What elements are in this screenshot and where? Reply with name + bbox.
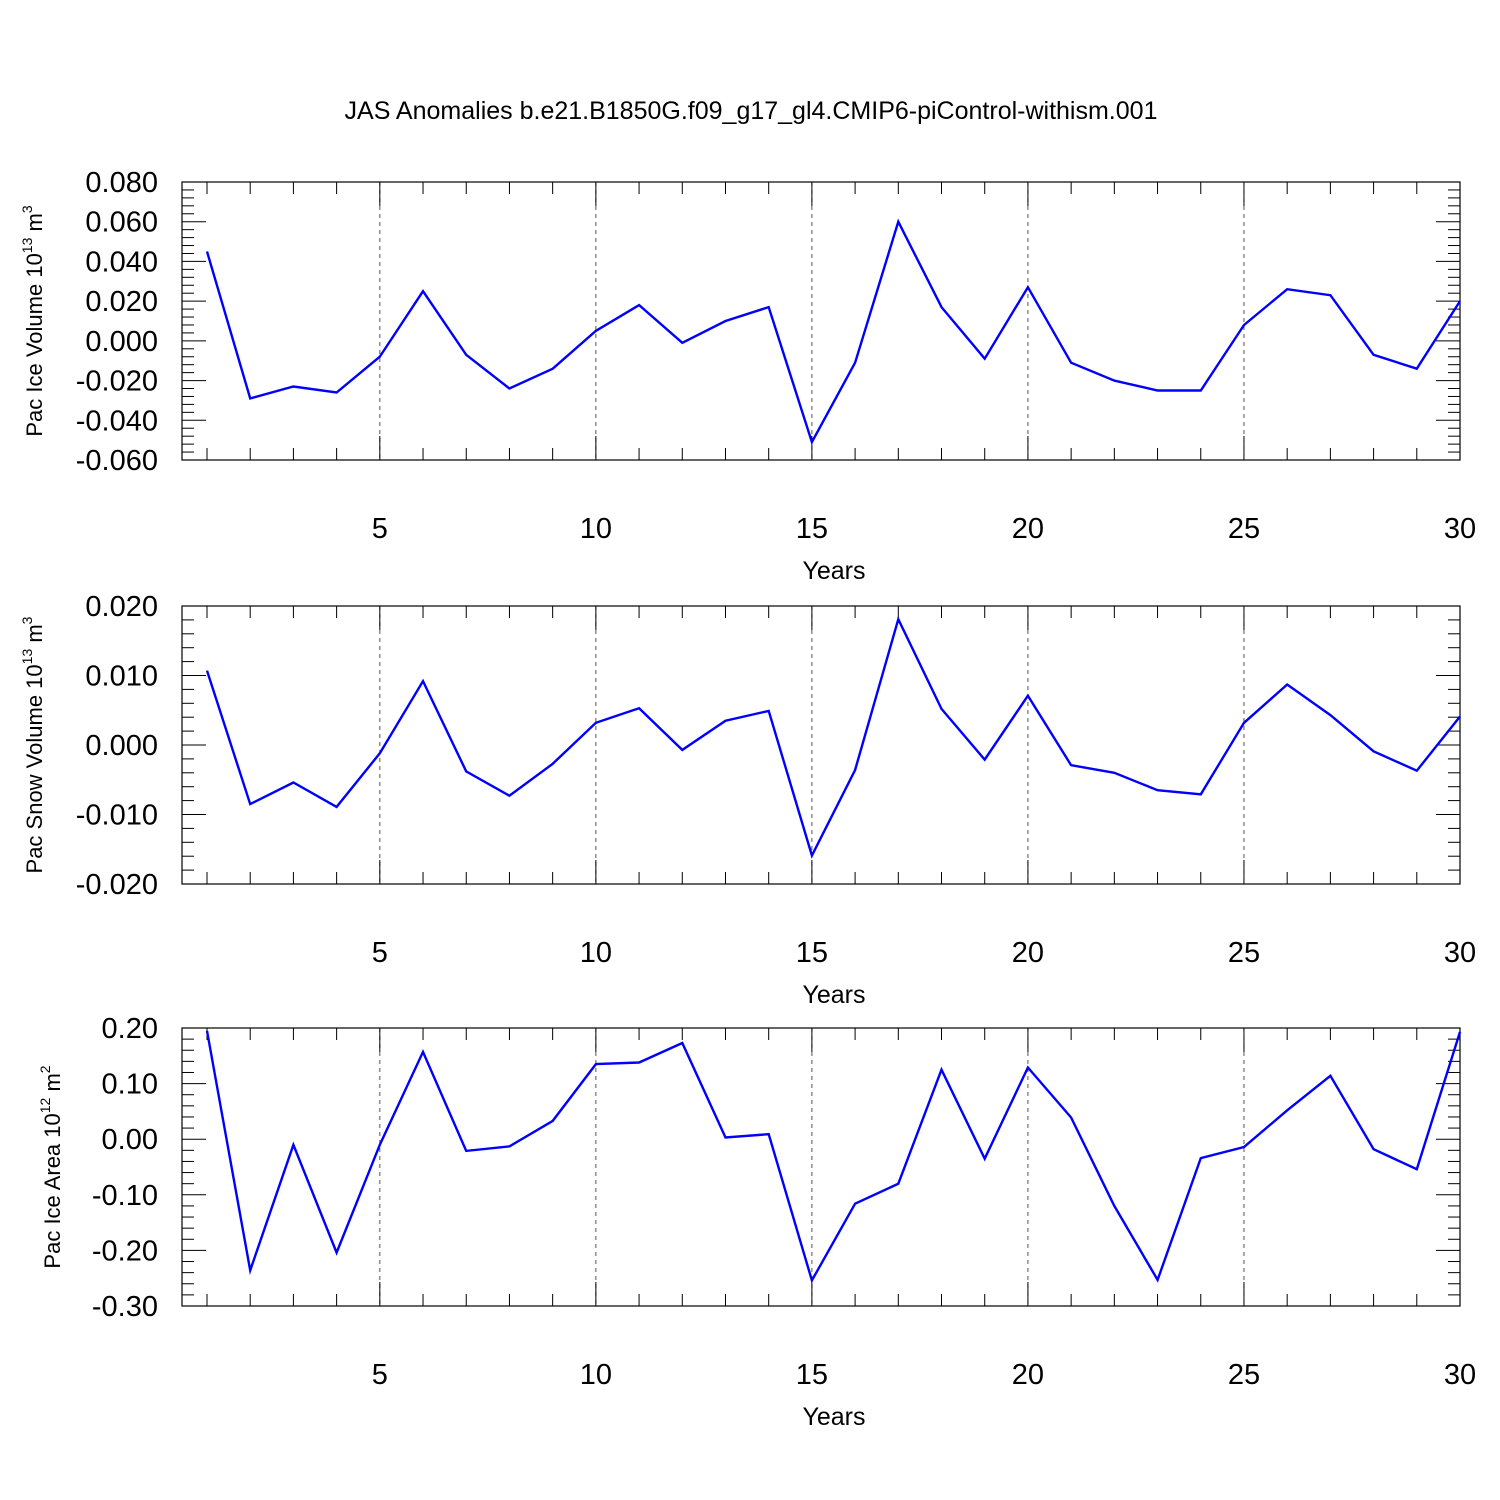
y-tick-label: 0.000 [85,730,158,762]
y-tick-label: 0.10 [102,1069,158,1101]
x-tick-label: 5 [372,513,388,545]
y-axis-label: Pac Ice Volume 1013 m3 [19,205,47,436]
y-axis-label: Pac Snow Volume 1013 m3 [19,616,47,873]
panel-2: 5 10 15 20 25 30 Years -0.020 -0.010 0.000 0.010 0.… [19,591,1476,1009]
y-tick-label: -0.060 [76,445,158,477]
x-tick-label: 20 [1012,1359,1044,1391]
y-tick-label: 0.00 [102,1124,158,1156]
y-tick-label: 0.080 [85,167,158,199]
x-tick-label: 10 [580,937,612,969]
x-tick-label: 30 [1444,937,1476,969]
panel-1: 5 10 15 20 25 30 Years -0.060 -0.040 -0.020 0.000 0… [19,167,1476,585]
x-tick-label: 25 [1228,937,1260,969]
plot-frame [181,1027,1461,1307]
x-tick-label: 10 [580,1359,612,1391]
plot-frame [181,605,1461,885]
plot-frame [181,181,1461,461]
series-line [205,615,1461,859]
y-tick-label: 0.010 [85,661,158,693]
x-tick-label: 15 [796,513,828,545]
y-tick-label: 0.000 [85,326,158,358]
y-tick-label: 0.020 [85,591,158,623]
y-tick-label: -0.20 [92,1235,158,1267]
y-tick-label: -0.010 [76,800,158,832]
x-tick-label: 25 [1228,513,1260,545]
x-tick-label: 25 [1228,1359,1260,1391]
y-axis-label: Pac Ice Area 1012 m2 [37,1065,65,1268]
x-tick-label: 15 [796,1359,828,1391]
x-axis-label: Years [802,981,865,1009]
y-tick-label: -0.30 [92,1291,158,1323]
x-tick-label: 20 [1012,937,1044,969]
x-tick-label: 5 [372,1359,388,1391]
series-line [205,1030,1462,1284]
figure-title: JAS Anomalies b.e21.B1850G.f09_g17_gl4.C… [345,97,1158,125]
panel-3: 5 10 15 20 25 30 Years -0.30 -0.20 -0.10 0.00 0.10 0… [37,1013,1476,1431]
x-tick-label: 15 [796,937,828,969]
x-tick-label: 20 [1012,513,1044,545]
x-tick-label: 10 [580,513,612,545]
y-tick-label: -0.020 [76,869,158,901]
x-tick-label: 30 [1444,513,1476,545]
y-tick-label: -0.040 [76,405,158,437]
y-tick-label: -0.020 [76,366,158,398]
y-tick-label: -0.10 [92,1180,158,1212]
x-tick-label: 30 [1444,1359,1476,1391]
y-tick-label: 0.020 [85,286,158,318]
x-axis-label: Years [802,1403,865,1431]
y-tick-label: 0.040 [85,246,158,278]
x-axis-label: Years [802,557,865,585]
y-tick-label: 0.060 [85,207,158,239]
series-line [205,218,1462,446]
y-tick-label: 0.20 [102,1013,158,1045]
x-tick-label: 5 [372,937,388,969]
